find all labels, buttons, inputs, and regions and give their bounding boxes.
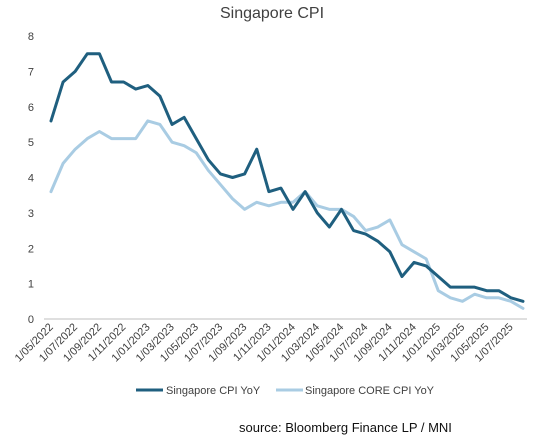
x-axis-ticks: 1/05/20221/07/20221/09/20221/11/20221/01… [13,321,516,364]
y-tick-label: 6 [28,102,34,114]
series-line-cpi [49,52,525,303]
legend-label-core-cpi: Singapore CORE CPI YoY [305,385,435,397]
legend: Singapore CPI YoY Singapore CORE CPI YoY [136,385,435,397]
y-tick-label: 0 [28,314,34,326]
y-tick-label: 2 [28,243,34,255]
y-tick-label: 7 [28,66,34,78]
series-line-core-cpi [49,119,525,310]
y-tick-label: 1 [28,279,34,291]
y-axis-ticks: 0 1 2 3 4 5 6 7 8 [28,31,34,326]
series-layer [49,52,525,310]
legend-label-cpi: Singapore CPI YoY [166,385,261,397]
y-tick-label: 8 [28,31,34,43]
chart-title: Singapore CPI [220,5,324,22]
y-tick-label: 3 [28,208,34,220]
source-note: source: Bloomberg Finance LP / MNI [239,420,452,435]
y-tick-label: 4 [28,173,34,185]
y-tick-label: 5 [28,137,34,149]
